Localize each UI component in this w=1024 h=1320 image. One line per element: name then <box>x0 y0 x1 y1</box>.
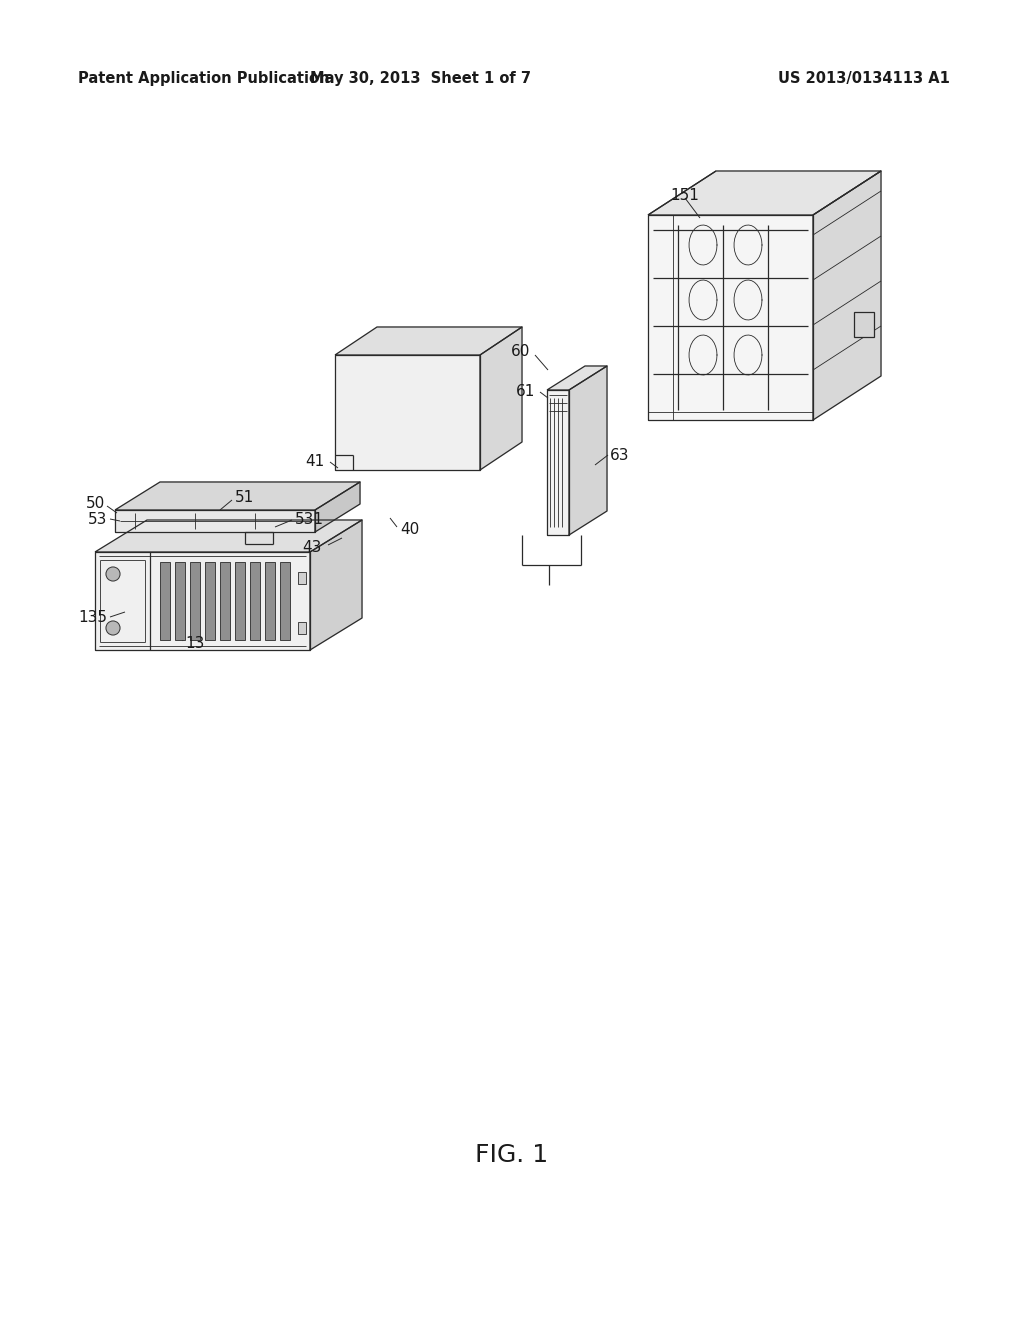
Text: May 30, 2013  Sheet 1 of 7: May 30, 2013 Sheet 1 of 7 <box>309 70 530 86</box>
Polygon shape <box>335 327 522 355</box>
Polygon shape <box>95 552 310 649</box>
Polygon shape <box>648 215 813 420</box>
Text: 13: 13 <box>185 635 205 651</box>
Bar <box>854 312 873 337</box>
Polygon shape <box>734 335 762 375</box>
Bar <box>280 562 290 640</box>
Polygon shape <box>310 520 362 649</box>
Circle shape <box>106 620 120 635</box>
Polygon shape <box>315 482 360 532</box>
Text: 51: 51 <box>234 491 254 506</box>
Text: 50: 50 <box>86 496 105 511</box>
Polygon shape <box>115 482 360 510</box>
Polygon shape <box>734 280 762 319</box>
Polygon shape <box>569 366 607 535</box>
Bar <box>205 562 215 640</box>
Text: US 2013/0134113 A1: US 2013/0134113 A1 <box>778 70 950 86</box>
Bar <box>190 562 200 640</box>
Bar <box>298 622 306 634</box>
Polygon shape <box>648 172 881 215</box>
Bar <box>265 562 275 640</box>
Text: 151: 151 <box>670 187 698 202</box>
Polygon shape <box>547 366 607 389</box>
Polygon shape <box>95 520 362 552</box>
Polygon shape <box>734 224 762 265</box>
Text: 41: 41 <box>306 454 325 470</box>
Text: 43: 43 <box>303 540 322 556</box>
Bar <box>175 562 185 640</box>
Bar <box>234 562 245 640</box>
Polygon shape <box>115 510 315 532</box>
Polygon shape <box>689 224 717 265</box>
Bar <box>220 562 230 640</box>
Text: 40: 40 <box>400 523 419 537</box>
Polygon shape <box>335 355 480 470</box>
Bar <box>298 572 306 583</box>
Text: 53: 53 <box>88 511 106 527</box>
Polygon shape <box>547 389 569 535</box>
Text: 61: 61 <box>516 384 535 400</box>
Circle shape <box>106 568 120 581</box>
Polygon shape <box>813 172 881 420</box>
Text: 60: 60 <box>511 345 530 359</box>
Text: 531: 531 <box>295 511 324 527</box>
Polygon shape <box>689 335 717 375</box>
Text: FIG. 1: FIG. 1 <box>475 1143 549 1167</box>
Polygon shape <box>480 327 522 470</box>
Bar <box>250 562 260 640</box>
Text: Patent Application Publication: Patent Application Publication <box>78 70 330 86</box>
Text: 135: 135 <box>78 610 106 626</box>
Polygon shape <box>689 280 717 319</box>
Text: 63: 63 <box>610 447 630 462</box>
Bar <box>160 562 170 640</box>
